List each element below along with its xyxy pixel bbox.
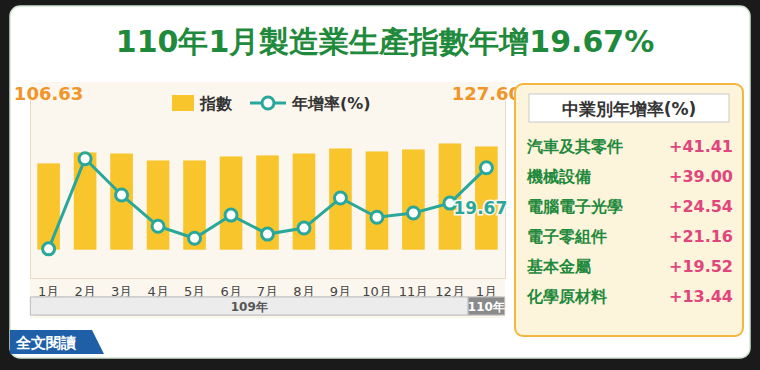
x-group-box xyxy=(468,297,504,315)
x-group-label: 110年 xyxy=(468,300,505,314)
x-tick: 11月 xyxy=(399,278,429,299)
bar xyxy=(256,155,279,249)
side-row-label: 化學原材料 xyxy=(526,287,607,306)
legend: 指數 年增率(%) xyxy=(172,94,371,113)
x-tick: 3月 xyxy=(111,278,132,299)
x-tick: 9月 xyxy=(330,278,351,299)
line-data-label: 19.67 xyxy=(454,198,508,218)
legend-label: 指數 xyxy=(199,94,233,113)
x-tick: 7月 xyxy=(257,278,278,299)
line-marker xyxy=(189,232,201,244)
y2-axis xyxy=(505,101,506,279)
button-shape[interactable] xyxy=(10,330,104,354)
x-group-box xyxy=(30,297,468,315)
button-label[interactable]: 全文閱讀 xyxy=(15,334,77,352)
bar xyxy=(37,163,60,249)
line-marker xyxy=(480,162,492,174)
x-tick: 4月 xyxy=(147,278,168,299)
line-marker xyxy=(262,228,274,240)
chart-root: 110年1月製造業生產指數年增19.67%1月2月3月4月5月6月7月8月9月1… xyxy=(0,0,760,370)
plot-marks xyxy=(37,143,497,254)
axis-line xyxy=(30,101,31,279)
title: 110年1月製造業生產指數年增19.67% xyxy=(116,24,654,59)
x-tick: 5月 xyxy=(184,278,205,299)
x-axis: 1月 2月 3月 4月 5月 6月 7月 8月 9月 10月 11月 12月 1月 xyxy=(31,278,506,299)
line-marker xyxy=(298,222,310,234)
bar-data-label: 127.60 xyxy=(452,83,521,104)
side-row-value: +21.16 xyxy=(669,227,733,246)
line-marker xyxy=(116,189,128,201)
bar xyxy=(402,149,425,249)
line-marker xyxy=(225,209,237,221)
side-row-value: +19.52 xyxy=(669,257,733,276)
line-marker xyxy=(334,192,346,204)
data-labels: 106.63 127.60 19.67 xyxy=(14,83,521,218)
axis-line xyxy=(31,278,506,279)
legend-marker xyxy=(262,97,274,109)
x-tick: 2月 xyxy=(74,278,95,299)
bar xyxy=(366,151,389,249)
side-panel-header xyxy=(529,94,729,122)
line xyxy=(49,159,487,249)
x-tick: 12月 xyxy=(435,278,465,299)
x-group-label: 109年 xyxy=(231,300,268,314)
line-marker xyxy=(407,207,419,219)
side-row-label: 電子零組件 xyxy=(527,227,607,246)
plot-background xyxy=(30,82,505,318)
side-panel xyxy=(515,84,743,336)
x-tick: 1月 xyxy=(38,278,59,299)
side-row-label: 基本金屬 xyxy=(526,257,591,276)
side-row-value: +24.54 xyxy=(669,197,733,216)
bar-data-label: 106.63 xyxy=(14,83,83,104)
side-row-label: 機械設備 xyxy=(526,167,591,186)
x-tick: 6月 xyxy=(220,278,241,299)
line-marker xyxy=(43,243,55,255)
x-tick: 10月 xyxy=(362,278,392,299)
side-row-label: 電腦電子光學 xyxy=(527,197,623,216)
side-row-value: +13.44 xyxy=(669,287,733,306)
bar xyxy=(293,153,316,249)
bar xyxy=(220,156,243,249)
legend-swatch xyxy=(172,95,194,111)
axis-line xyxy=(505,101,506,279)
line-marker xyxy=(152,220,164,232)
read-more-button[interactable]: 全文閱讀 xyxy=(10,330,104,354)
side-row-value: +41.41 xyxy=(669,137,733,156)
side-row-value: +39.00 xyxy=(669,167,733,186)
y-axis xyxy=(30,101,31,279)
bar xyxy=(147,160,170,249)
legend-label: 年增率(%) xyxy=(291,94,371,113)
card xyxy=(10,6,750,358)
bar xyxy=(329,148,352,249)
x-tick: 8月 xyxy=(293,278,314,299)
side-panel-title: 中業別年增率(%) xyxy=(562,99,697,119)
x-tick: 1月 xyxy=(476,278,497,299)
side-row-label: 汽車及其零件 xyxy=(526,137,623,156)
line-marker xyxy=(371,211,383,223)
line-marker xyxy=(79,153,91,165)
